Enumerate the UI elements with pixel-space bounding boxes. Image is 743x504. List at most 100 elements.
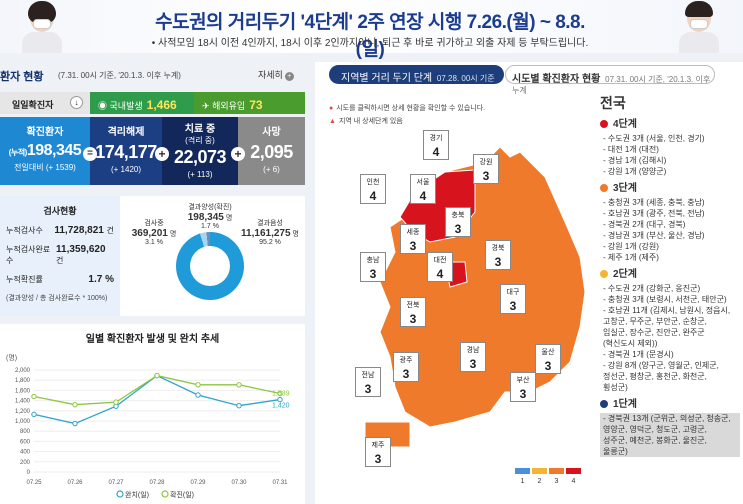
location-icon: ◉ — [98, 101, 108, 111]
x-tick-label: 07.25 — [26, 480, 42, 486]
region-세종[interactable]: 세종 3 — [400, 224, 426, 254]
daily-cases-bar: 일일확진자 ↓ ◉ 국내발생 1,466 ✈ 해외유입 73 — [0, 92, 305, 114]
region-인천[interactable]: 인천 4 — [360, 174, 386, 204]
x-tick-label: 07.27 — [108, 480, 124, 486]
plus-icon: + — [231, 147, 245, 161]
l3-item: - 호남권 3개 (광주, 전북, 전남) — [603, 209, 705, 218]
testing-label: 검사중 369,201 명 3.1 % — [131, 220, 177, 246]
region-전남[interactable]: 전남 3 — [355, 367, 381, 397]
x-tick-label: 07.26 — [67, 480, 83, 486]
trend-svg: (명) 0 200 400 600 800 1,000 1,200 1,400 1,600 1,80… — [6, 353, 290, 499]
daily-trend-chart: 일별 확진환자 발생 및 완치 추세 (명) 0 200 400 600 800 1,000… — [0, 324, 305, 504]
l4-item: - 경남 1개 (김해시) — [603, 156, 667, 165]
l2-item: - 호남권 11개 (김제시, 남원시, 정읍시, — [603, 306, 731, 315]
plus-icon: + — [284, 72, 294, 81]
patient-status-panel: 환자 현황 (7.31. 00시 기준, '20.1.3. 이후 누계) 자세히… — [0, 62, 305, 504]
detail-button[interactable]: 자세히 + — [258, 68, 294, 81]
data-point — [31, 393, 37, 400]
l4-item: - 대전 1개 (대전) — [603, 145, 659, 154]
test-donut-chart — [176, 232, 244, 300]
region-대전[interactable]: 대전 4 — [427, 252, 453, 282]
y-tick-label: 1,600 — [15, 388, 31, 394]
positive-label: 결과양성(확진) 198,345 명 1.7 % — [187, 204, 233, 230]
l1-item: - 경북권 13개 (군위군, 의성군, 청송군, — [603, 414, 731, 423]
region-울산[interactable]: 울산 3 — [535, 344, 561, 374]
x-tick-label: 07.31 — [272, 480, 288, 486]
level3-heading: 3단계 — [600, 183, 740, 194]
region-전북[interactable]: 전북 3 — [400, 297, 426, 327]
region-강원[interactable]: 강원 3 — [473, 154, 499, 184]
arrow-down-icon[interactable]: ↓ — [70, 96, 83, 109]
tab-city-cases[interactable]: 시도별 확진환자 현황 07.31. 00시 기준, '20.1.3. 이후 누… — [505, 65, 715, 95]
l3-item: - 충청권 3개 (세종, 충북, 충남) — [603, 198, 705, 207]
region-서울[interactable]: 서울 4 — [410, 174, 436, 204]
top-banner: 수도권의 거리두기 '4단계' 2주 연장 시행 7.26.(월) ~ 8.8.… — [0, 0, 743, 60]
level4-heading: 4단계 — [600, 119, 740, 130]
data-point — [195, 382, 201, 388]
region-충남[interactable]: 충남 3 — [360, 252, 386, 282]
region-광주[interactable]: 광주 3 — [393, 352, 419, 382]
info-icon: ● — [329, 105, 334, 112]
l1-item: 영양군, 영덕군, 청도군, 고령군, — [603, 425, 707, 434]
x-tick-label: 07.28 — [149, 480, 165, 486]
tests-title: 검사현황 — [43, 206, 77, 216]
tab-distancing-level[interactable]: 지역별 거리 두기 단계 07.28. 00시 기준 — [329, 65, 504, 84]
region-경북[interactable]: 경북 3 — [485, 240, 511, 270]
data-point — [31, 411, 37, 418]
warning-icon: ▲ — [329, 118, 336, 125]
cumulative-tests: 누적검사수 11,728,821 건 — [6, 225, 114, 236]
y-tick-label: 1,800 — [15, 378, 31, 384]
y-tick-label: 1,000 — [15, 419, 31, 425]
legend-swatch-3 — [549, 468, 564, 474]
data-point — [277, 396, 283, 403]
date-note: (7.31. 00시 기준, '20.1.3. 이후 누계) — [58, 71, 181, 80]
l2-item: - 충청권 3개 (보령시, 서천군, 태안군) — [603, 295, 727, 304]
confirmed-box[interactable]: 확진환자 (누적)198,345 전일대비 (+ 1539) — [0, 117, 90, 185]
region-제주[interactable]: 제주 3 — [365, 437, 391, 467]
l4-item: - 수도권 3개 (서울, 인천, 경기) — [603, 134, 705, 143]
legend-label: 확진(일) — [170, 490, 194, 499]
completed-tests: 누적검사완료수 11,359,620 건 — [6, 244, 106, 265]
l2-item: - 경북권 1개 (문경시) — [603, 350, 674, 359]
x-tick-label: 07.30 — [231, 480, 247, 486]
data-point — [277, 390, 283, 397]
l2-item: 횡성군) — [603, 383, 628, 392]
deaths-box[interactable]: 사망 2,095 (+ 6) — [238, 117, 305, 185]
data-point — [195, 392, 201, 398]
region-경기[interactable]: 경기 4 — [423, 130, 449, 160]
positive-rate: 누적확진률 1.7 % — [6, 274, 114, 285]
region-부산[interactable]: 부산 3 — [510, 372, 536, 402]
y-tick-label: 1,200 — [15, 409, 31, 415]
y-tick-label: 400 — [20, 450, 31, 456]
legend-marker — [161, 490, 169, 498]
stats-row: 확진환자 (누적)198,345 전일대비 (+ 1539) = 격리해제 17… — [0, 117, 305, 185]
legend-swatch-1 — [515, 468, 530, 474]
region-대구[interactable]: 대구 3 — [500, 284, 526, 314]
summary-title: 전국 — [600, 95, 626, 111]
rate-note: (결과양성 / 총 검사완료수 * 100%) — [6, 295, 108, 302]
y-tick-label: 1,400 — [15, 399, 31, 405]
equals-icon: = — [83, 147, 97, 161]
l3-item: - 강원 1개 (강원) — [603, 242, 659, 251]
plus-icon: + — [155, 147, 169, 161]
region-충북[interactable]: 충북 3 — [445, 207, 471, 237]
legend-swatch-4 — [566, 468, 581, 474]
region-경남[interactable]: 경남 3 — [460, 342, 486, 372]
plane-icon: ✈ — [202, 101, 210, 111]
data-point — [72, 420, 78, 427]
l2-item: 고창군, 무주군, 부안군, 순창군, — [603, 317, 707, 326]
end-label: 1,420 — [272, 403, 290, 410]
l4-item: - 강원 1개 (양양군) — [603, 167, 667, 176]
released-box[interactable]: 격리해제 174,177 (+ 1420) — [90, 117, 162, 185]
l2-item: (혁신도시 제외)) — [603, 339, 658, 348]
legend-swatch-2 — [532, 468, 547, 474]
treating-box[interactable]: 치료 중 (격리 중) 22,073 (+ 113) — [162, 117, 238, 185]
l3-item: - 경남권 3개 (부산, 울산, 경남) — [603, 231, 705, 240]
korea-map[interactable] — [335, 92, 595, 472]
y-tick-label: 200 — [20, 460, 31, 466]
banner-title: 수도권의 거리두기 '4단계' 2주 연장 시행 7.26.(월) ~ 8.8.… — [155, 12, 585, 60]
y-tick-label: 0 — [27, 470, 31, 476]
level1-heading: 1단계 — [600, 399, 740, 410]
y-unit-label: (명) — [6, 353, 17, 362]
man-figure — [675, 0, 723, 53]
